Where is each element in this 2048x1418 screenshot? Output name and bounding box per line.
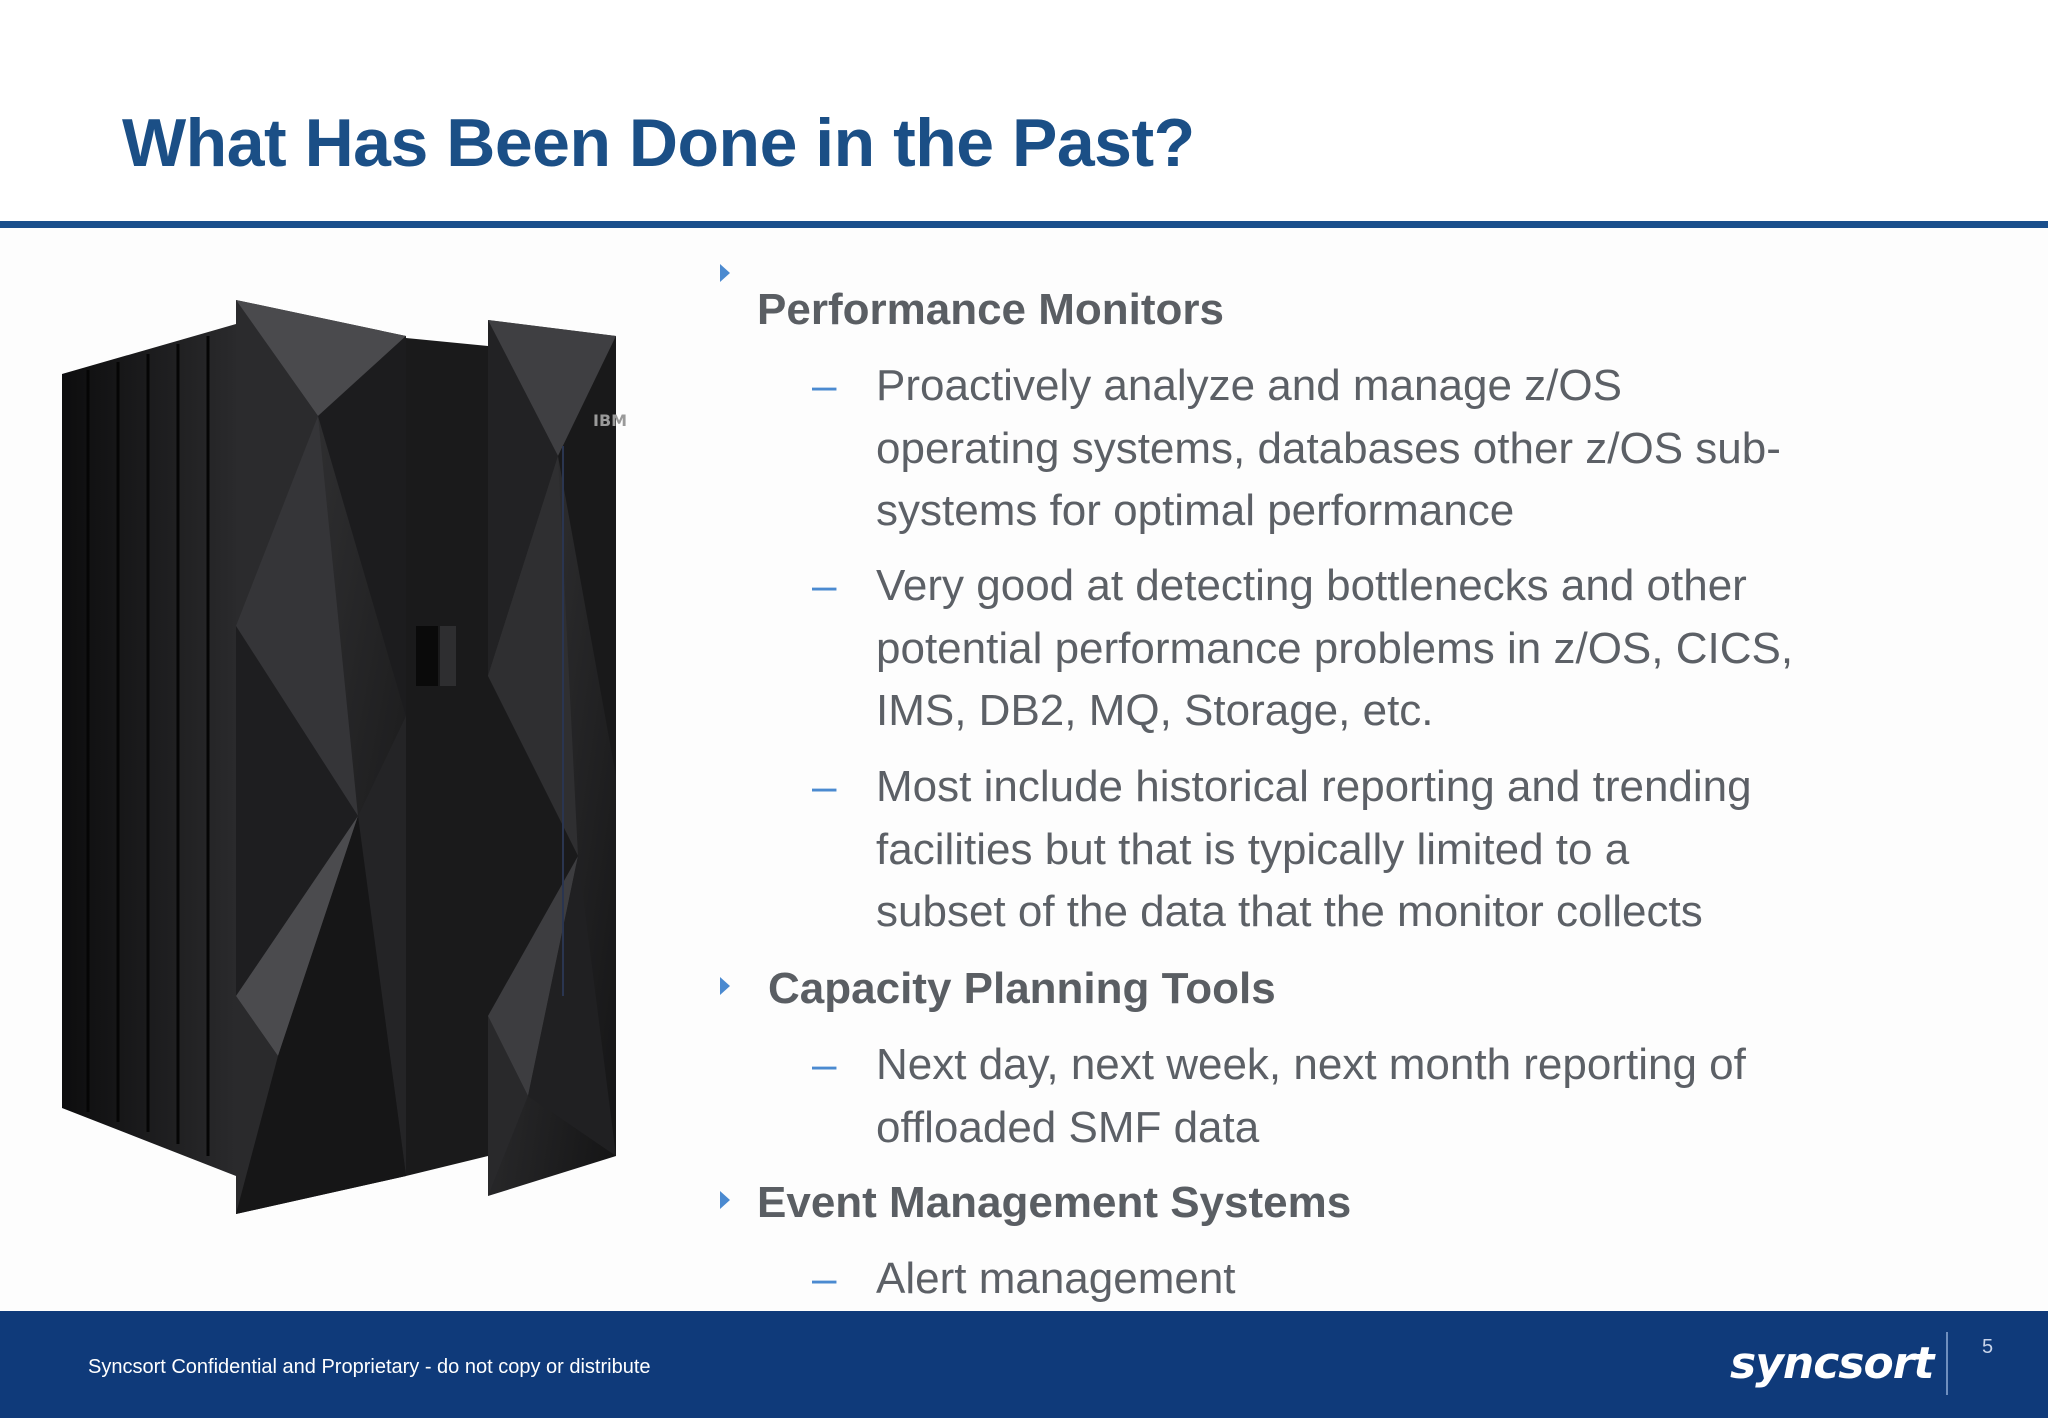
sub-bullet-line: Most include historical reporting and tr…: [876, 762, 1752, 811]
bullet-heading: Performance Monitors: [757, 285, 1224, 334]
dash-icon: –: [812, 1040, 837, 1089]
bullet-heading: Capacity Planning Tools: [768, 964, 1276, 1013]
sub-bullet-line: Proactively analyze and manage z/OS: [876, 361, 1622, 410]
confidential-notice: Syncsort Confidential and Proprietary - …: [88, 1356, 651, 1378]
sub-bullet-line: Next day, next week, next month reportin…: [876, 1040, 1746, 1089]
sub-bullet: Most include historical reporting and tr…: [876, 756, 1996, 944]
sub-bullet-line: Alert management: [876, 1254, 1236, 1303]
page-number: 5: [1982, 1336, 1994, 1358]
sub-bullet-line: facilities but that is typically limited…: [876, 824, 1630, 874]
ibm-logo-label: IBM: [593, 411, 627, 430]
bullet-arrow-icon: [720, 977, 730, 995]
mainframe-server-image: IBM: [62, 300, 627, 1214]
sub-bullet-line: IMS, DB2, MQ, Storage, etc.: [876, 686, 1434, 735]
sub-bullet-line: offloaded SMF data: [876, 1102, 1260, 1152]
sub-bullet: Proactively analyze and manage z/OS oper…: [876, 355, 1996, 543]
bullet-heading: Event Management Systems: [757, 1178, 1352, 1227]
sub-bullet: Very good at detecting bottlenecks and o…: [876, 555, 1996, 743]
sub-bullet: Alert management: [876, 1248, 1996, 1311]
bullet-arrow-icon: [720, 1191, 730, 1209]
footer-bar: [0, 1311, 2048, 1418]
dash-icon: –: [812, 762, 837, 811]
sub-bullet-line: subset of the data that the monitor coll…: [876, 887, 1703, 936]
sub-bullet-line: operating systems, databases other z/OS …: [876, 423, 1781, 473]
bullet-arrow-icon: [720, 264, 730, 282]
sub-bullet-line: potential performance problems in z/OS, …: [876, 623, 1794, 673]
sub-bullet-line: systems for optimal performance: [876, 486, 1515, 535]
sub-bullet-line: Very good at detecting bottlenecks and o…: [876, 561, 1747, 610]
footer-divider: [1946, 1332, 1948, 1395]
slide-title: What Has Been Done in the Past?: [122, 105, 1195, 181]
dash-icon: –: [812, 1254, 837, 1303]
dash-icon: –: [812, 361, 837, 410]
sub-bullet: Next day, next week, next month reportin…: [876, 1034, 1996, 1159]
title-divider: [0, 221, 2048, 228]
syncsort-logo: syncsort: [1730, 1338, 1934, 1389]
dash-icon: –: [812, 561, 837, 610]
